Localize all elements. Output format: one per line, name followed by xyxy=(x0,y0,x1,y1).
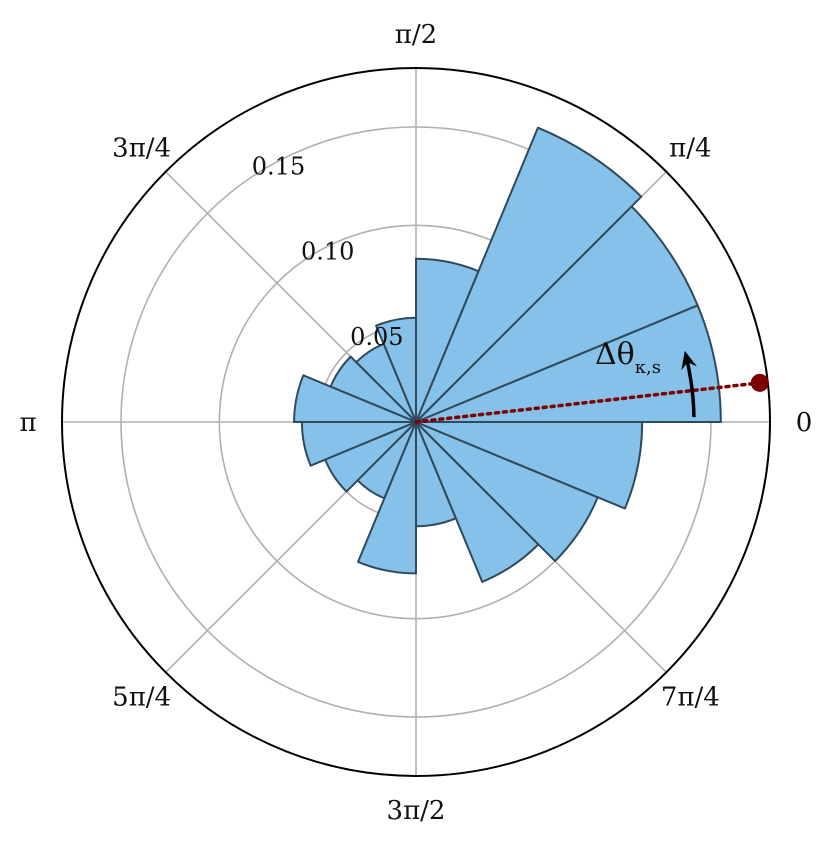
bar xyxy=(415,126,643,423)
radial-tick-label: 0.15 xyxy=(252,153,305,181)
bar xyxy=(357,421,417,575)
angular-tick-label: 5π/4 xyxy=(112,682,171,712)
radial-tick-label: 0.05 xyxy=(350,323,403,351)
bar xyxy=(293,374,417,423)
angular-tick-label: π/2 xyxy=(395,20,437,50)
polar-frame xyxy=(61,67,771,777)
bar xyxy=(415,421,644,510)
angular-tick-labels: 0 π/4 π/2 3π/4 π 5π/4 3π/2 7π/4 xyxy=(19,20,812,826)
radial-tick-label: 0.10 xyxy=(301,238,354,266)
angular-tick-label: 7π/4 xyxy=(661,682,720,712)
marker-line xyxy=(414,381,762,424)
bar xyxy=(415,205,699,423)
angular-tick-label: 3π/2 xyxy=(387,796,446,826)
radial-tick-labels: 0.05 0.10 0.15 xyxy=(252,153,404,351)
bar xyxy=(415,304,722,423)
angular-tick-label: 3π/4 xyxy=(112,134,171,164)
angular-tick-label: 0 xyxy=(796,408,813,438)
marker-dot xyxy=(750,373,769,392)
bar xyxy=(324,421,417,493)
bar-group xyxy=(293,126,722,583)
bar xyxy=(415,257,480,423)
arrow-head xyxy=(681,350,697,371)
angular-tick-label: π/4 xyxy=(669,134,711,164)
angular-tick-label: π xyxy=(19,408,36,438)
annotation: Δθκ,s xyxy=(414,337,769,424)
delta-theta-label: Δθκ,s xyxy=(595,337,661,378)
